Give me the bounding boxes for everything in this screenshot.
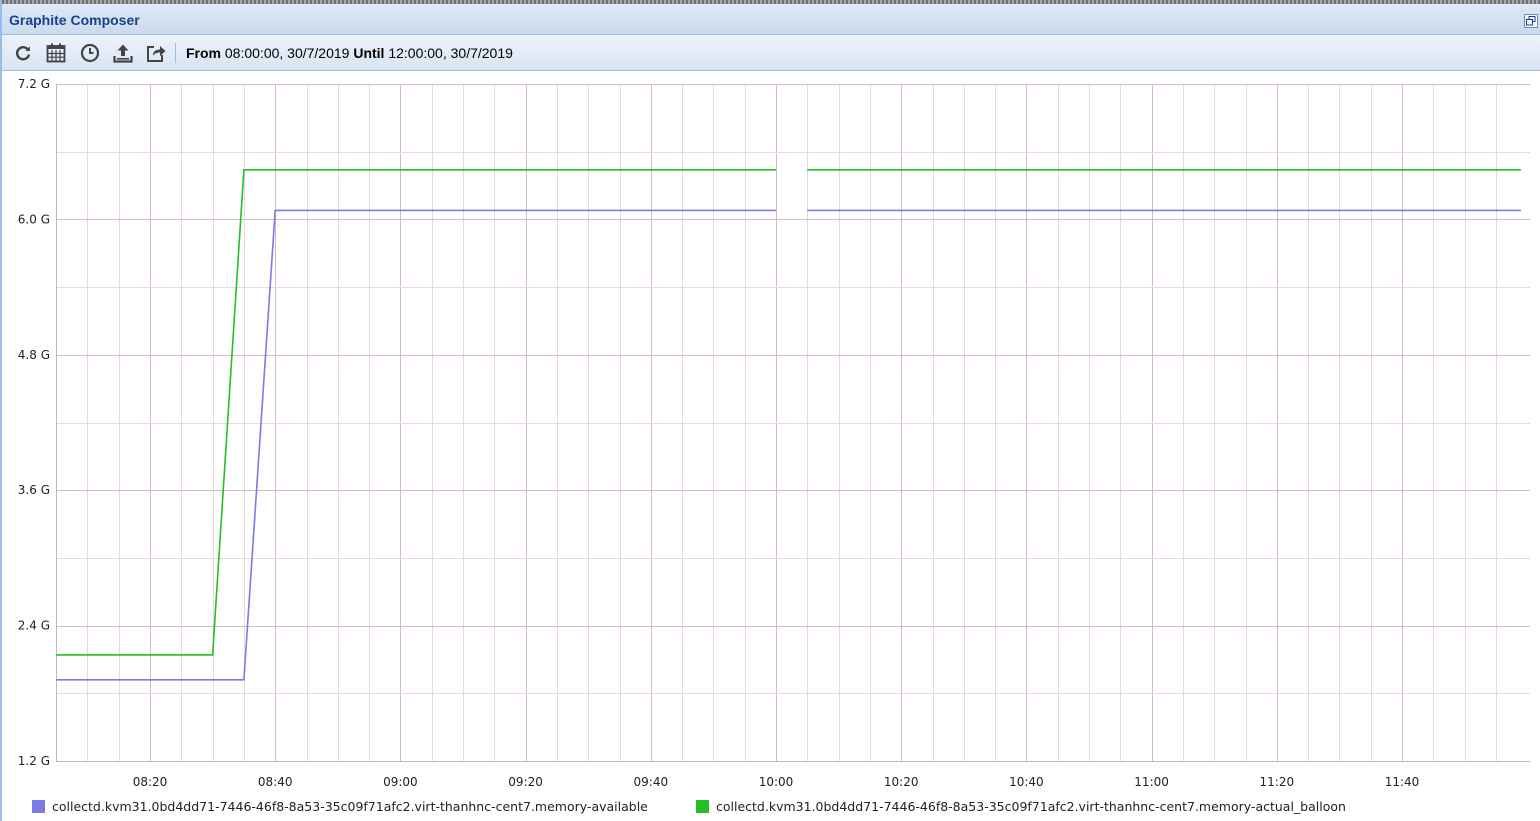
series-line-2 <box>56 169 776 656</box>
chart-axes: 7.2 G 6.0 G 4.8 G 3.6 G 2.4 G 1.2 G 08:20 08:40… <box>18 77 1530 789</box>
x-tick-label: 11:20 <box>1260 775 1295 789</box>
x-tick-label: 10:00 <box>759 775 794 789</box>
time-range-display: From 08:00:00, 30/7/2019 Until 12:00:00,… <box>186 45 513 61</box>
chart-grid <box>56 84 1530 762</box>
window-top-border <box>2 0 1540 4</box>
clock-icon <box>80 43 100 63</box>
toolbar-separator <box>175 43 176 63</box>
legend-label-1: collectd.kvm31.0bd4dd71-7446-46f8-8a53-3… <box>52 799 648 814</box>
x-tick-label: 08:20 <box>133 775 168 789</box>
upload-button[interactable] <box>112 42 134 64</box>
x-tick-label: 09:40 <box>634 775 669 789</box>
restore-window-button[interactable] <box>1524 14 1538 28</box>
x-tick-label: 09:00 <box>383 775 418 789</box>
y-tick-label: 3.6 G <box>18 483 50 497</box>
legend-label-2: collectd.kvm31.0bd4dd71-7446-46f8-8a53-3… <box>716 799 1346 814</box>
window-titlebar: Graphite Composer <box>2 4 1540 35</box>
chart-series <box>56 169 1521 681</box>
x-tick-label: 10:20 <box>884 775 919 789</box>
plot-area <box>56 84 1530 761</box>
refresh-button[interactable] <box>12 42 34 64</box>
y-tick-label: 1.2 G <box>18 754 50 768</box>
window-title: Graphite Composer <box>9 12 140 28</box>
x-tick-label: 11:40 <box>1385 775 1420 789</box>
share-button[interactable] <box>145 42 167 64</box>
refresh-icon <box>15 46 31 61</box>
from-value[interactable]: 08:00:00, 30/7/2019 <box>224 45 350 61</box>
calendar-button[interactable] <box>45 42 67 64</box>
from-label: From <box>186 45 221 61</box>
restore-icon <box>1526 16 1536 26</box>
series-line-1 <box>56 209 776 681</box>
legend-swatch-2 <box>696 800 709 813</box>
until-label: Until <box>353 45 385 61</box>
legend-swatch-1 <box>32 800 45 813</box>
chart-legend: collectd.kvm31.0bd4dd71-7446-46f8-8a53-3… <box>32 799 1346 814</box>
graph-chart[interactable]: 7.2 G 6.0 G 4.8 G 3.6 G 2.4 G 1.2 G 08:20 08:40… <box>2 71 1540 821</box>
calendar-icon <box>46 43 66 63</box>
clock-button[interactable] <box>79 42 101 64</box>
x-tick-label: 09:20 <box>508 775 543 789</box>
y-tick-label: 2.4 G <box>18 619 50 633</box>
x-tick-label: 08:40 <box>258 775 293 789</box>
y-tick-label: 7.2 G <box>18 77 50 91</box>
y-tick-label: 6.0 G <box>18 212 50 226</box>
toolbar: From 08:00:00, 30/7/2019 Until 12:00:00,… <box>2 35 1540 71</box>
until-value[interactable]: 12:00:00, 30/7/2019 <box>388 45 513 61</box>
x-tick-label: 11:00 <box>1134 775 1169 789</box>
share-icon <box>147 46 166 62</box>
y-tick-label: 4.8 G <box>18 348 50 362</box>
x-tick-label: 10:40 <box>1009 775 1044 789</box>
upload-icon <box>113 44 133 63</box>
